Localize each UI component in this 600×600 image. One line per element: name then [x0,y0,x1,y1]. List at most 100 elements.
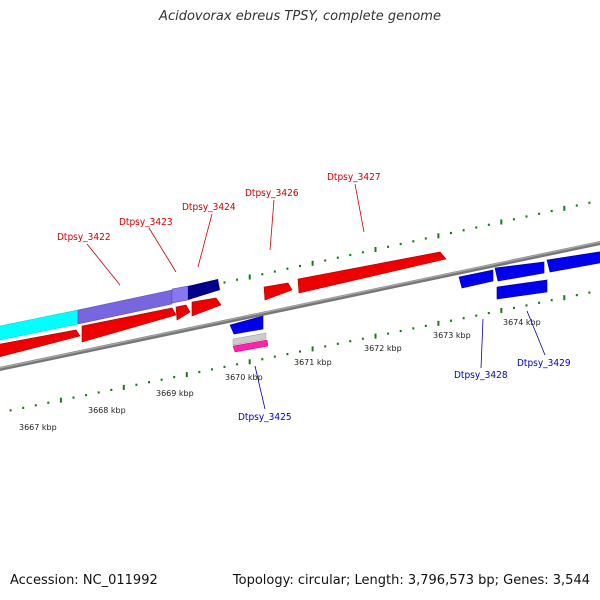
major-tick [500,219,503,225]
label-leader-dtpsy_3424 [197,213,213,268]
minor-tick [324,345,327,348]
gene-label-dtpsy_3428[interactable]: Dtpsy_3428 [454,370,508,381]
minor-tick [236,278,239,281]
gene-arrow-dtpsy_3425[interactable] [229,315,264,335]
minor-tick [412,327,415,330]
minor-tick [588,291,591,294]
scale-label-3667: 3667 kbp [19,423,57,432]
major-tick [500,308,503,313]
purple-feature[interactable] [77,289,173,325]
pink-feature[interactable] [232,339,269,353]
minor-tick [85,394,88,397]
major-tick [563,295,566,301]
label-leader-dtpsy_3423 [148,227,177,273]
minor-tick [173,376,176,379]
scale-label-3668: 3668 kbp [88,406,126,415]
minor-tick [512,218,515,221]
gene-label-dtpsy_3424[interactable]: Dtpsy_3424 [182,202,236,213]
minor-tick [299,264,301,268]
minor-tick [261,358,264,361]
minor-tick [223,281,226,284]
minor-tick [286,267,289,270]
minor-tick [22,406,25,409]
major-tick [122,384,125,390]
gene-label-dtpsy_3423[interactable]: Dtpsy_3423 [119,217,173,228]
gene-arrow-dtpsy_3424[interactable] [191,297,222,317]
label-leader-dtpsy_3428 [480,318,484,369]
genome-backbone [0,241,600,371]
major-tick [374,333,377,339]
minor-tick [110,388,113,391]
accession-text: Accession: NC_011992 [10,573,158,588]
minor-tick [588,201,591,204]
gene-arrow-dtpsy_3430[interactable] [546,251,600,273]
navy-feature[interactable] [188,279,220,300]
major-tick [437,320,440,326]
minor-tick [361,337,364,340]
major-tick [311,260,314,266]
minor-tick [261,273,264,276]
minor-tick [387,332,390,335]
minor-tick [399,242,402,246]
minor-tick [575,204,578,207]
major-tick [563,205,566,211]
minor-tick [160,378,163,381]
label-leader-dtpsy_3429 [526,310,546,356]
minor-tick [575,294,578,297]
minor-tick [550,209,553,213]
minor-tick [525,304,528,307]
scale-label-3671: 3671 kbp [294,358,332,367]
minor-tick [34,404,37,407]
minor-tick [236,363,239,366]
gene-arrow-dtpsy_3426[interactable] [263,282,293,301]
label-leader-dtpsy_3427 [354,183,365,233]
scale-label-3674: 3674 kbp [503,318,541,327]
minor-tick [9,409,12,412]
minor-tick [361,251,364,254]
grey-feature[interactable] [232,332,267,346]
gene-label-dtpsy_3427[interactable]: Dtpsy_3427 [327,172,381,183]
minor-tick [349,340,352,343]
purple-feature-2[interactable] [171,285,189,304]
minor-tick [487,312,490,315]
minor-tick [47,401,50,404]
minor-tick [324,259,327,262]
minor-tick [424,237,427,240]
minor-tick [412,240,415,243]
gene-arrow-dtpsy_3429[interactable] [496,279,548,300]
minor-tick [336,256,339,259]
major-tick [437,233,440,239]
map-title: Acidovorax ebreus TPSY, complete genome [159,9,441,24]
minor-tick [550,299,553,302]
major-tick [248,274,251,280]
gene-label-dtpsy_3425[interactable]: Dtpsy_3425 [238,412,292,423]
gene-arrow-dtpsy_3427[interactable] [297,251,447,294]
gene-arrow-dtpsy_3423[interactable] [175,304,191,321]
label-leader-dtpsy_3425 [254,365,266,410]
major-tick [374,247,377,252]
minor-tick [525,215,528,218]
minor-tick [299,350,301,353]
major-tick [59,397,62,403]
gene-arrow-dtpsy_3428b[interactable] [494,261,545,282]
gene-arrow-dtpsy_3421[interactable] [0,329,81,358]
gene-arrow-dtpsy_3422[interactable] [81,307,177,343]
gene-arrow-dtpsy_3428[interactable] [458,269,494,289]
gene-label-dtpsy_3422[interactable]: Dtpsy_3422 [57,232,111,243]
minor-tick [387,245,390,248]
minor-tick [475,226,478,229]
reverse-tick-track [9,291,591,412]
gene-label-dtpsy_3426[interactable]: Dtpsy_3426 [245,188,299,199]
minor-tick [223,365,226,368]
minor-tick [97,391,100,394]
label-leader-dtpsy_3422 [86,243,121,286]
scale-label-3670: 3670 kbp [225,373,263,382]
minor-tick [538,212,541,215]
minor-tick [462,229,465,232]
scale-label-3673: 3673 kbp [433,331,471,340]
gene-label-dtpsy_3429[interactable]: Dtpsy_3429 [517,358,571,369]
major-tick [185,372,188,378]
minor-tick [135,383,138,386]
minor-tick [538,301,541,304]
